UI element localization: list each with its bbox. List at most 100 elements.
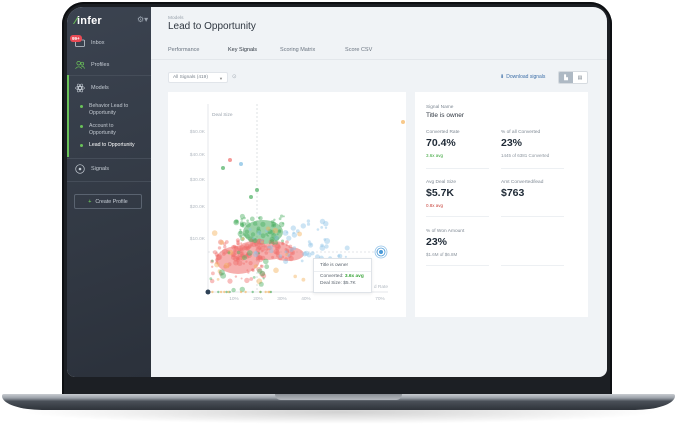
tab-scoring-matrix[interactable]: Scoring Matrix bbox=[280, 47, 316, 53]
sidebar-item-models[interactable]: Models bbox=[67, 78, 151, 98]
chart-tooltip: Title is owner Converted: 3.6x avg Deal … bbox=[313, 258, 372, 293]
sidebar: ⁄infer ⚙▾ Inbox 99+ Profiles bbox=[67, 7, 151, 377]
profiles-icon bbox=[75, 60, 85, 70]
svg-text:d Rate: d Rate bbox=[374, 284, 388, 290]
svg-text:70%: 70% bbox=[375, 296, 385, 302]
bullet-icon bbox=[80, 125, 83, 128]
submenu-label-line1: Account to bbox=[89, 123, 114, 129]
submenu-account-to-opportunity[interactable]: Account to Opportunity bbox=[80, 123, 147, 137]
converted-rate-sub: 3.6x avg bbox=[426, 153, 444, 158]
chart-view-icon[interactable]: ▙ bbox=[559, 72, 573, 83]
signals-icon bbox=[75, 164, 85, 174]
signal-name: Title is owner bbox=[426, 112, 465, 119]
svg-text:Deal Size: Deal Size bbox=[212, 112, 233, 118]
sidebar-item-signals[interactable]: Signals bbox=[67, 159, 151, 179]
scatter-chart-card: Deal Size $50.0K $40.0K $30.0K $20.0K $1… bbox=[168, 92, 406, 317]
tooltip-deal-label: Deal Size: bbox=[320, 281, 342, 286]
amt-converted-per-lead-label: Amt Converted/lead bbox=[501, 180, 544, 185]
converted-rate-label: Converted Rate bbox=[426, 130, 460, 135]
pct-all-converted-label: % of all Converted bbox=[501, 130, 541, 135]
table-view-icon[interactable]: ▤ bbox=[573, 72, 587, 83]
detail-divider bbox=[426, 265, 489, 266]
pct-all-converted-value: 23% bbox=[501, 137, 523, 149]
svg-text:30%: 30% bbox=[277, 296, 287, 302]
inbox-count-badge: 99+ bbox=[70, 35, 82, 42]
tooltip-title: Title is owner bbox=[314, 259, 371, 272]
filter-selected-value: All Signals (419) bbox=[173, 75, 208, 80]
sidebar-divider bbox=[67, 181, 151, 182]
pct-won-amount-value: 23% bbox=[426, 236, 448, 248]
sidebar-divider bbox=[67, 75, 151, 76]
amt-converted-per-lead-value: $763 bbox=[501, 187, 525, 199]
tab-score-csv[interactable]: Score CSV bbox=[345, 47, 373, 53]
bullet-icon bbox=[80, 105, 83, 108]
pct-won-amount-sub: $1.6M of $6.8M bbox=[426, 252, 458, 257]
sidebar-divider bbox=[67, 158, 151, 159]
submenu-label-line2: Opportunity bbox=[89, 110, 116, 116]
caret-down-icon: ▼ bbox=[219, 76, 223, 81]
submenu-label-line2: Opportunity bbox=[89, 130, 116, 136]
svg-text:40%: 40% bbox=[301, 296, 311, 302]
avg-deal-size-value: $5.7K bbox=[426, 187, 455, 199]
laptop-hinge-notch bbox=[275, 394, 402, 400]
breadcrumb[interactable]: Models bbox=[168, 16, 184, 21]
tab-performance[interactable]: Performance bbox=[168, 47, 200, 53]
active-section-indicator bbox=[67, 75, 69, 157]
svg-text:20%: 20% bbox=[253, 296, 263, 302]
submenu-label-line1: Behavior Lead to bbox=[89, 103, 129, 109]
sidebar-item-label: Models bbox=[91, 85, 109, 91]
bullet-icon bbox=[80, 144, 83, 147]
svg-text:$50.0K: $50.0K bbox=[190, 129, 206, 135]
tooltip-deal-value: $5.7K bbox=[343, 281, 356, 286]
tooltip-converted-label: Converted: bbox=[320, 274, 344, 279]
tooltip-deal-size: Deal Size: $5.7K bbox=[314, 279, 371, 286]
detail-divider bbox=[501, 168, 564, 169]
svg-text:$10.0K: $10.0K bbox=[190, 236, 206, 242]
submenu-behavior-lead-to-opportunity[interactable]: Behavior Lead to Opportunity bbox=[80, 103, 147, 117]
logo-swoosh-icon: ⁄ bbox=[75, 15, 78, 27]
sidebar-item-label: Signals bbox=[91, 166, 110, 172]
submenu-lead-to-opportunity[interactable]: Lead to Opportunity bbox=[80, 142, 147, 149]
laptop-base bbox=[2, 394, 675, 410]
svg-text:$30.0K: $30.0K bbox=[190, 177, 206, 183]
page-title: Lead to Opportunity bbox=[168, 21, 256, 32]
signals-filter-select[interactable]: All Signals (419) ▼ bbox=[168, 72, 228, 83]
detail-divider bbox=[426, 216, 489, 217]
logo-text: infer bbox=[77, 15, 102, 27]
scatter-plot[interactable]: Deal Size $50.0K $40.0K $30.0K $20.0K $1… bbox=[168, 92, 406, 317]
tooltip-converted: Converted: 3.6x avg bbox=[314, 272, 371, 279]
main-content: Models Lead to Opportunity Performance K… bbox=[151, 7, 607, 377]
tabs-divider bbox=[151, 59, 607, 60]
download-signals-link[interactable]: ⬇ Download signals bbox=[500, 74, 545, 80]
svg-text:$20.0K: $20.0K bbox=[190, 204, 206, 210]
help-icon[interactable]: ⊙ bbox=[232, 74, 237, 80]
signal-name-label: Signal Name bbox=[426, 105, 454, 110]
sidebar-item-label: Profiles bbox=[91, 62, 110, 68]
sidebar-item-label: Inbox bbox=[91, 40, 105, 46]
tooltip-converted-value: 3.6x avg bbox=[344, 274, 364, 279]
models-icon bbox=[75, 83, 85, 93]
pct-all-converted-sub: 1445 of 6381 Converted bbox=[501, 153, 550, 158]
app-screen: ⁄infer ⚙▾ Inbox 99+ Profiles bbox=[67, 7, 607, 377]
download-label: Download signals bbox=[506, 74, 546, 80]
svg-text:10%: 10% bbox=[229, 296, 239, 302]
download-icon: ⬇ bbox=[500, 74, 505, 80]
sidebar-item-profiles[interactable]: Profiles bbox=[67, 55, 151, 75]
signal-detail-card: Signal Name Title is owner Converted Rat… bbox=[415, 92, 588, 317]
detail-divider bbox=[426, 168, 489, 169]
avg-deal-size-sub: 0.8x avg bbox=[426, 203, 444, 208]
view-toggle: ▙ ▤ bbox=[558, 71, 588, 84]
converted-rate-value: 70.4% bbox=[426, 137, 456, 149]
detail-divider bbox=[501, 216, 564, 217]
svg-text:$40.0K: $40.0K bbox=[190, 152, 206, 158]
gear-icon[interactable]: ⚙▾ bbox=[137, 15, 149, 24]
detail-divider bbox=[501, 265, 564, 266]
plus-icon: + bbox=[88, 198, 92, 205]
infer-logo[interactable]: ⁄infer bbox=[75, 15, 102, 27]
submenu-label: Lead to Opportunity bbox=[89, 142, 135, 148]
pct-won-amount-label: % of Won Amount bbox=[426, 229, 465, 234]
avg-deal-size-label: Avg Deal Size bbox=[426, 180, 457, 185]
create-profile-label: Create Profile bbox=[95, 198, 128, 205]
create-profile-button[interactable]: + Create Profile bbox=[74, 194, 142, 209]
